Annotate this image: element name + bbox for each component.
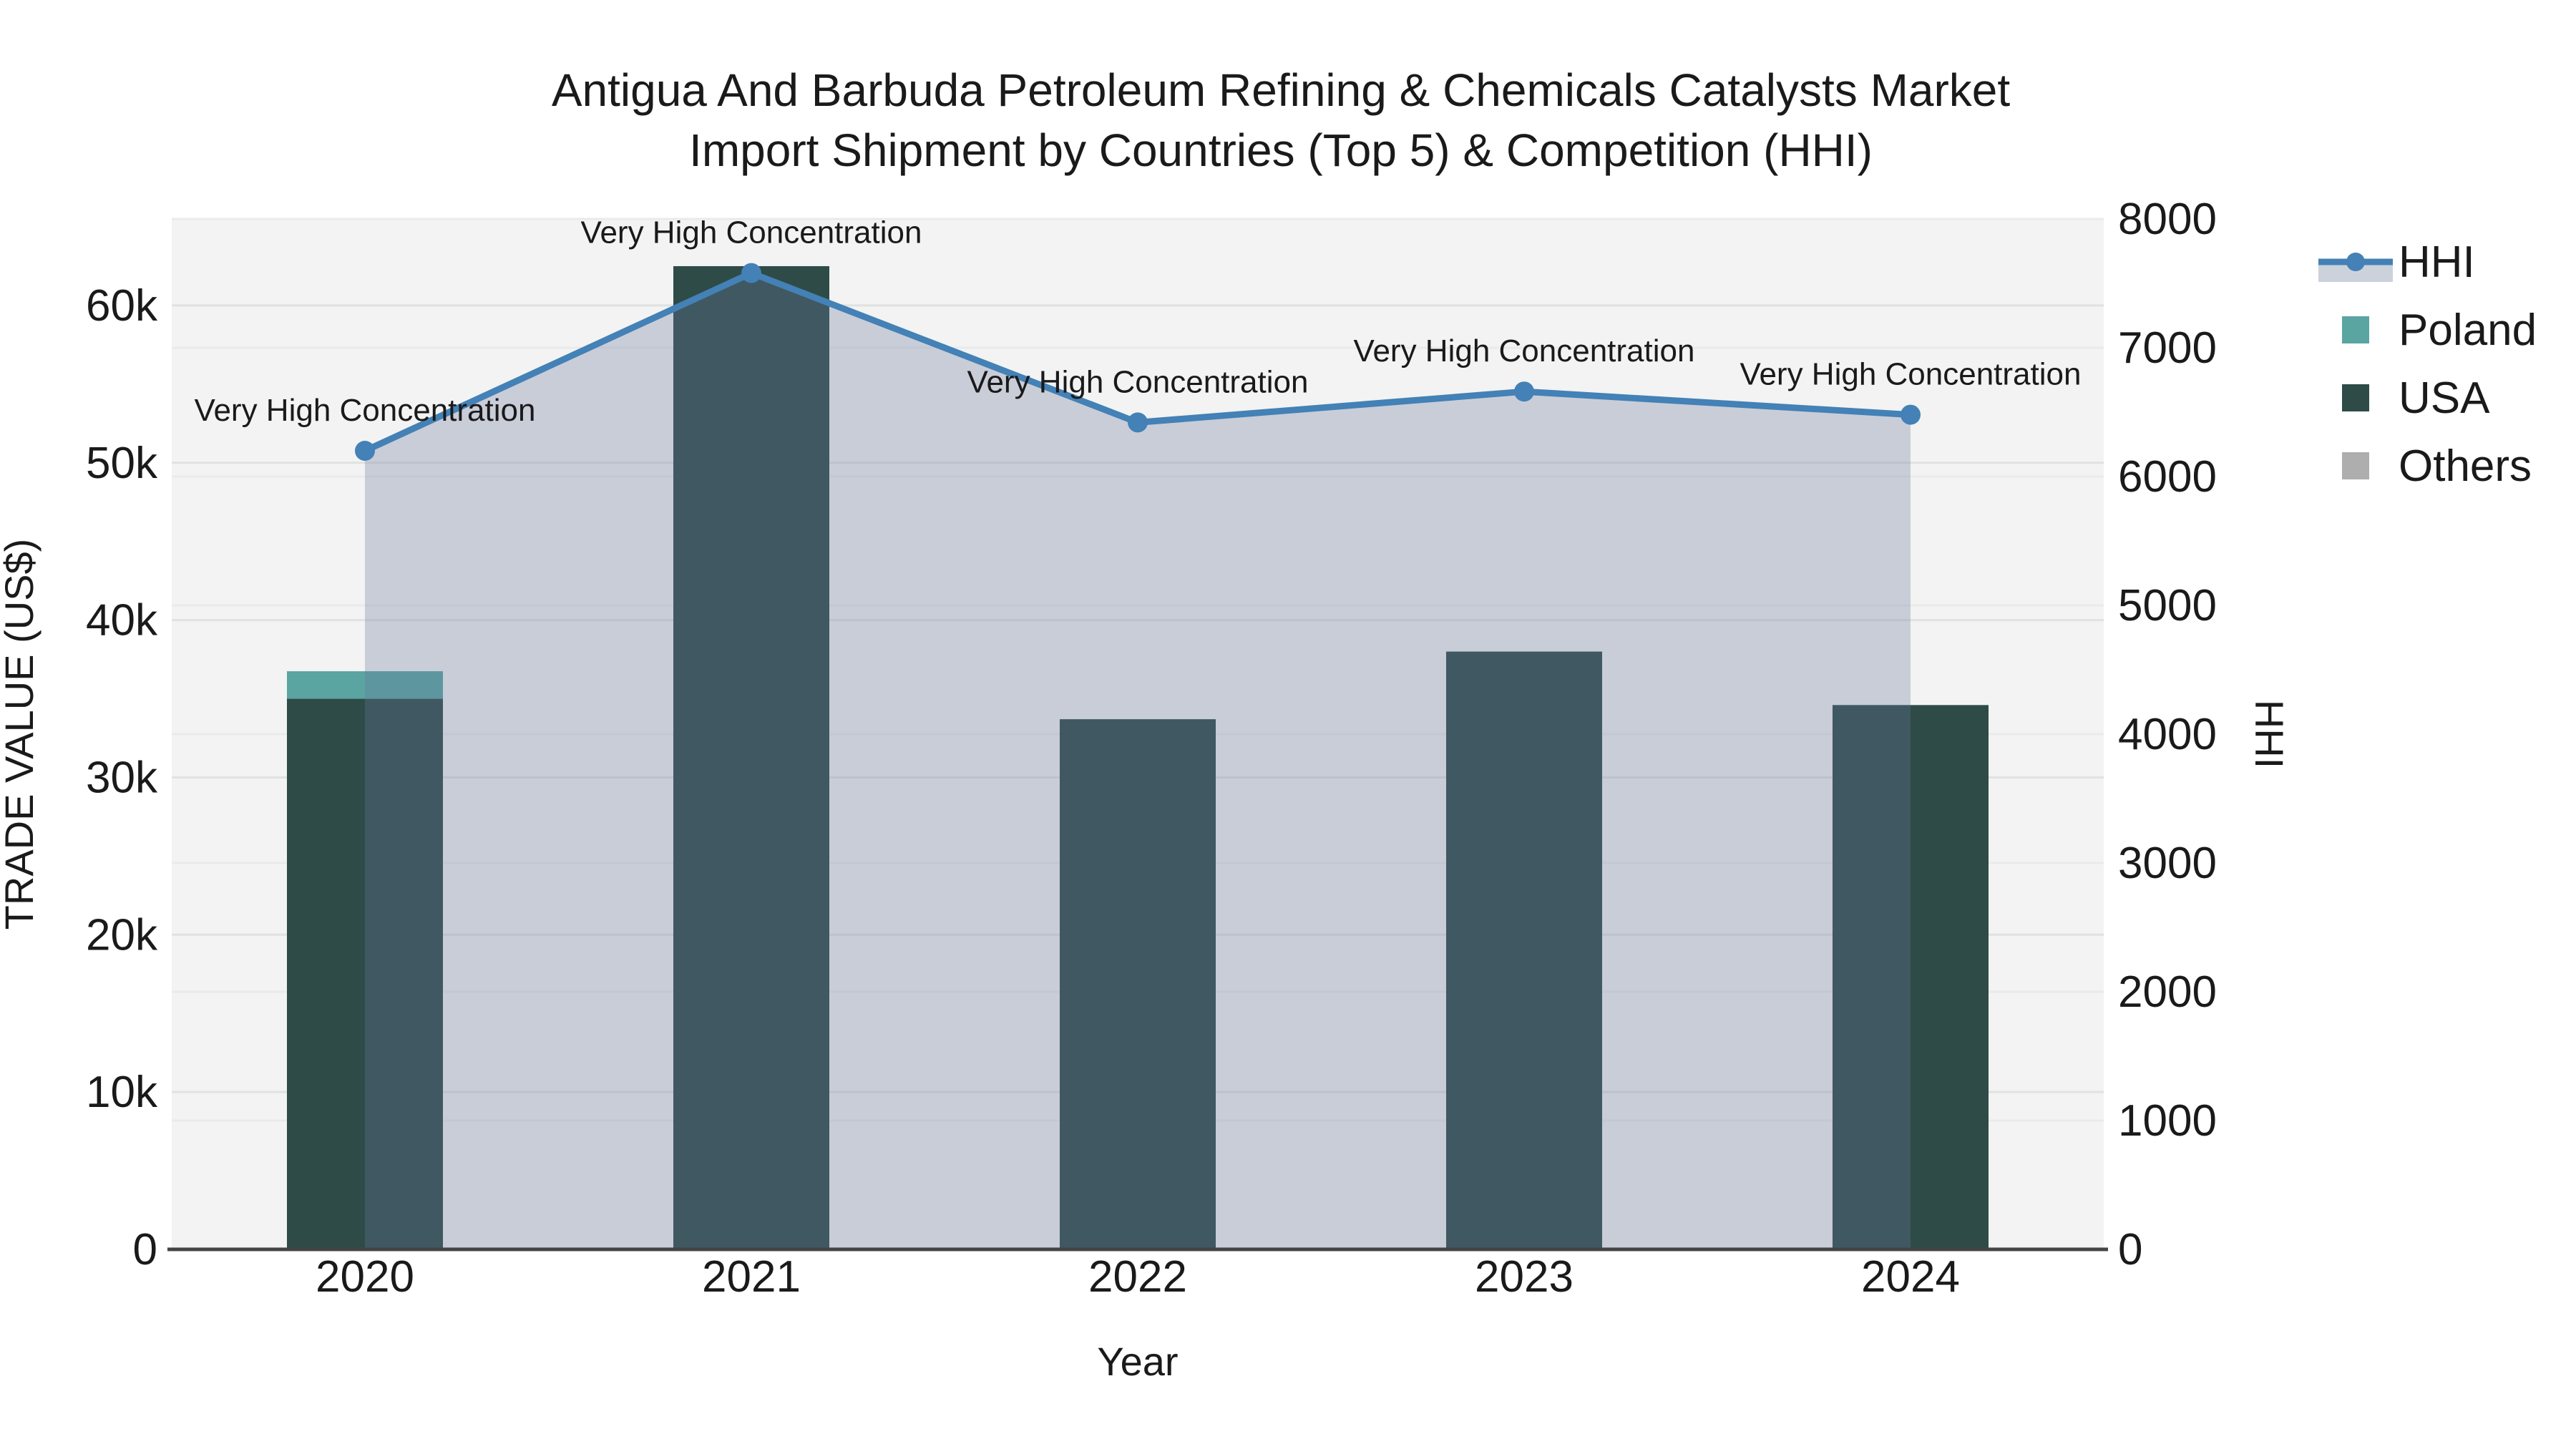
x-tick-2023: 2023 bbox=[1475, 1252, 1574, 1302]
legend-swatch-usa bbox=[2342, 384, 2369, 411]
annotation-2023: Very High Concentration bbox=[1354, 333, 1695, 369]
y-left-tick-60k: 60k bbox=[86, 281, 158, 331]
hhi-marker-2023 bbox=[1514, 381, 1534, 402]
y-right-tick-2000: 2000 bbox=[2118, 967, 2217, 1017]
y-right-tick-8000: 8000 bbox=[2118, 195, 2217, 244]
bar-segment-usa-2024 bbox=[1833, 705, 1989, 1249]
y-left-tick-10k: 10k bbox=[86, 1068, 158, 1117]
legend-item-poland[interactable]: Poland bbox=[2342, 306, 2537, 355]
legend-swatch-others bbox=[2342, 452, 2369, 479]
x-axis-title: Year bbox=[1097, 1339, 1178, 1384]
hhi-area-fill bbox=[365, 273, 1911, 1250]
y-left-tick-30k: 30k bbox=[86, 753, 158, 802]
y-left-tick-20k: 20k bbox=[86, 910, 158, 960]
bar-segment-poland-2020 bbox=[287, 671, 443, 699]
hhi-marker-2024 bbox=[1901, 404, 1921, 425]
y-axis-right-title: HHI bbox=[2247, 700, 2292, 769]
y-right-tick-1000: 1000 bbox=[2118, 1096, 2217, 1146]
y-axis-left-title: TRADE VALUE (US$) bbox=[0, 539, 42, 930]
plot-area-layer: Very High Concentration Very High Concent… bbox=[86, 195, 2217, 1302]
legend-label-hhi: HHI bbox=[2399, 238, 2475, 287]
x-tick-2024: 2024 bbox=[1861, 1252, 1960, 1302]
annotation-2022: Very High Concentration bbox=[967, 364, 1309, 399]
legend-label-usa: USA bbox=[2399, 374, 2490, 423]
bar-segment-usa-2023 bbox=[1446, 651, 1602, 1249]
bar-2021 bbox=[673, 265, 829, 1249]
y-right-tick-3000: 3000 bbox=[2118, 839, 2217, 888]
x-tick-2022: 2022 bbox=[1088, 1252, 1187, 1302]
y-left-tick-50k: 50k bbox=[86, 439, 158, 488]
legend-label-others: Others bbox=[2399, 441, 2532, 491]
annotation-2024: Very High Concentration bbox=[1740, 357, 2082, 392]
y-right-tick-0: 0 bbox=[2118, 1225, 2142, 1274]
legend-item-usa[interactable]: USA bbox=[2342, 374, 2490, 423]
bar-segment-usa-2022 bbox=[1060, 719, 1216, 1249]
chart-title-line1: Antigua And Barbuda Petroleum Refining &… bbox=[552, 64, 2011, 116]
bar-2024 bbox=[1833, 705, 1989, 1249]
annotation-2020: Very High Concentration bbox=[195, 393, 536, 428]
legend-item-hhi[interactable]: HHI bbox=[2318, 238, 2475, 287]
y-left-tick-40k: 40k bbox=[86, 596, 158, 645]
legend: HHI Poland USA Others bbox=[2318, 238, 2537, 491]
bar-2022 bbox=[1060, 719, 1216, 1249]
legend-hhi-marker-icon bbox=[2346, 253, 2365, 271]
hhi-marker-2022 bbox=[1128, 412, 1148, 433]
y-right-tick-4000: 4000 bbox=[2118, 710, 2217, 759]
chart-title-line2: Import Shipment by Countries (Top 5) & C… bbox=[689, 125, 1873, 176]
legend-swatch-poland bbox=[2342, 316, 2369, 343]
annotation-2021: Very High Concentration bbox=[581, 215, 922, 250]
hhi-marker-2021 bbox=[741, 263, 761, 283]
x-tick-2021: 2021 bbox=[702, 1252, 801, 1302]
legend-label-poland: Poland bbox=[2399, 306, 2537, 355]
bar-segment-usa-2021 bbox=[673, 265, 829, 1249]
hhi-marker-2020 bbox=[355, 441, 375, 461]
legend-item-others[interactable]: Others bbox=[2342, 441, 2532, 491]
y-right-tick-5000: 5000 bbox=[2118, 581, 2217, 630]
y-right-tick-6000: 6000 bbox=[2118, 452, 2217, 502]
bar-2020 bbox=[287, 671, 443, 1249]
bar-segment-usa-2020 bbox=[287, 698, 443, 1249]
y-right-tick-7000: 7000 bbox=[2118, 323, 2217, 373]
y-left-tick-0: 0 bbox=[133, 1225, 157, 1274]
bar-2023 bbox=[1446, 651, 1602, 1249]
x-tick-2020: 2020 bbox=[316, 1252, 414, 1302]
